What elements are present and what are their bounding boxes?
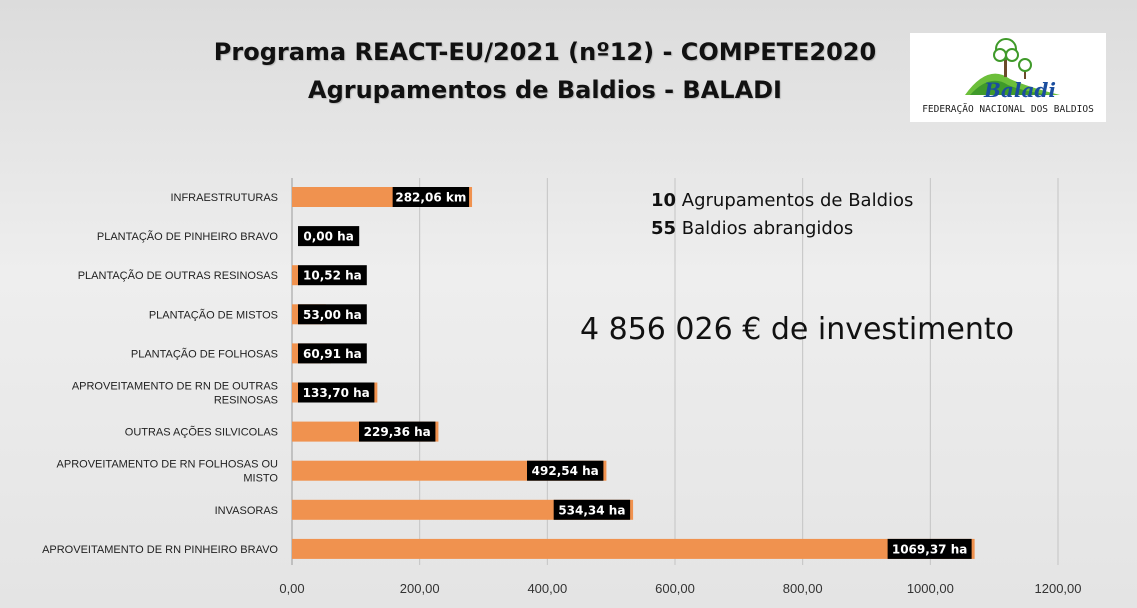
- data-labels: 282,06 km 0,00 ha 10,52 ha 53,00 ha 60,91 ha…: [298, 187, 972, 559]
- tree-hill-logo-icon: Baladi: [965, 38, 1060, 102]
- category-label: PLANTAÇÃO DE MISTOS: [149, 308, 278, 321]
- x-tick-label: 800,00: [783, 581, 823, 596]
- data-label: 1069,37 ha: [887, 538, 972, 559]
- x-axis-ticks: 0,00 200,00 400,00 600,00 800,00 1000,00 1200,…: [279, 581, 1081, 596]
- baldios-annotation: 55 Baldios abrangidos: [651, 218, 853, 239]
- logo-caption: FEDERAÇÃO NACIONAL DOS BALDIOS: [922, 104, 1094, 115]
- category-label: APROVEITAMENTO DE RN PINHEIRO BRAVO: [42, 544, 278, 556]
- bar: [292, 265, 299, 286]
- svg-text:1069,37 ha: 1069,37 ha: [892, 542, 967, 556]
- category-label: APROVEITAMENTO DE RN FOLHOSAS OU MISTO: [57, 459, 279, 485]
- baladi-logo: Baladi FEDERAÇÃO NACIONAL DOS BALDIOS: [910, 33, 1106, 122]
- category-label: PLANTAÇÃO DE FOLHOSAS: [131, 347, 278, 360]
- svg-text:60,91 ha: 60,91 ha: [303, 347, 362, 361]
- data-label: 60,91 ha: [298, 343, 367, 364]
- category-label: PLANTAÇÃO DE PINHEIRO BRAVO: [97, 230, 279, 243]
- svg-text:534,34 ha: 534,34 ha: [558, 503, 625, 517]
- data-label: 10,52 ha: [298, 265, 367, 286]
- data-label: 282,06 km: [392, 187, 470, 207]
- svg-text:0,00 ha: 0,00 ha: [303, 230, 353, 244]
- svg-text:492,54 ha: 492,54 ha: [532, 464, 599, 478]
- data-label: 492,54 ha: [527, 460, 604, 481]
- groups-text: Agrupamentos de Baldios: [676, 190, 914, 211]
- svg-text:133,70 ha: 133,70 ha: [303, 386, 370, 400]
- investment-annotation: 4 856 026 € de investimento: [580, 312, 1014, 347]
- x-tick-label: 400,00: [527, 581, 567, 596]
- category-label: APROVEITAMENTO DE RN DE OUTRAS RESINOSAS: [72, 381, 278, 407]
- category-label: OUTRAS AÇÕES SILVICOLAS: [125, 426, 278, 439]
- category-labels: INFRAESTRUTURAS PLANTAÇÃO DE PINHEIRO BRA…: [42, 192, 278, 556]
- category-label: PLANTAÇÃO DE OUTRAS RESINOSAS: [78, 269, 278, 282]
- bar: [292, 538, 975, 559]
- svg-text:53,00 ha: 53,00 ha: [303, 308, 362, 322]
- logo-word: Baladi: [983, 78, 1056, 102]
- data-label: 133,70 ha: [298, 382, 375, 403]
- groups-count: 10: [651, 190, 677, 211]
- chart-title-line2: Agrupamentos de Baldios - BALADI: [308, 76, 782, 104]
- bars: [292, 187, 975, 559]
- baldios-text: Baldios abrangidos: [676, 218, 854, 239]
- chart-title-line1: Programa REACT-EU/2021 (nº12) - COMPETE2…: [213, 38, 877, 66]
- svg-text:229,36 ha: 229,36 ha: [364, 425, 431, 439]
- svg-text:10,52 ha: 10,52 ha: [303, 269, 362, 283]
- svg-text:282,06 km: 282,06 km: [395, 191, 466, 205]
- x-tick-label: 1000,00: [907, 581, 954, 596]
- category-label: INFRAESTRUTURAS: [170, 192, 278, 204]
- baldios-count: 55: [651, 218, 677, 239]
- data-label: 0,00 ha: [298, 226, 360, 247]
- x-tick-label: 600,00: [655, 581, 695, 596]
- bar: [292, 499, 634, 520]
- category-label: INVASORAS: [215, 505, 278, 517]
- data-label: 53,00 ha: [298, 304, 367, 325]
- x-tick-label: 200,00: [400, 581, 440, 596]
- x-tick-label: 1200,00: [1035, 581, 1082, 596]
- x-tick-label: 0,00: [279, 581, 304, 596]
- groups-annotation: 10 Agrupamentos de Baldios: [651, 190, 913, 211]
- data-label: 534,34 ha: [553, 499, 631, 520]
- data-label: 229,36 ha: [359, 421, 436, 442]
